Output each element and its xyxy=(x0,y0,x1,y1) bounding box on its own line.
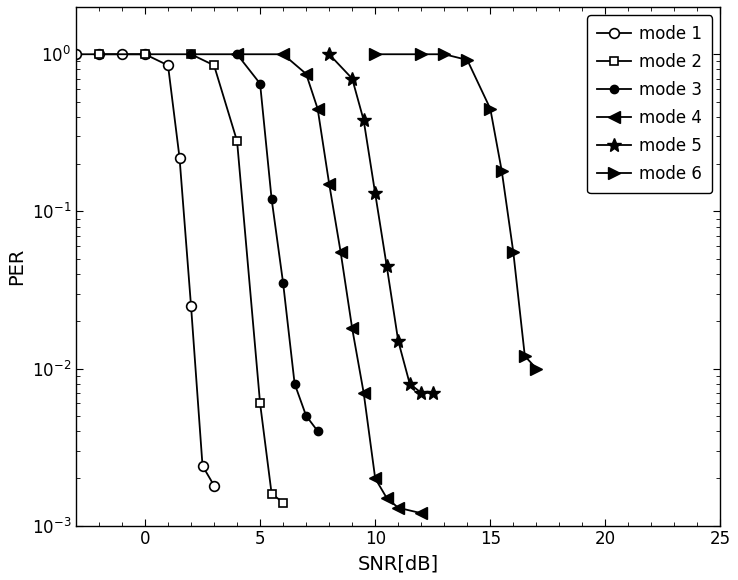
Line: mode 2: mode 2 xyxy=(94,50,287,507)
mode 5 xyxy=(417,389,426,396)
mode 1 xyxy=(187,303,196,310)
mode 2 xyxy=(210,62,218,69)
X-axis label: SNR[dB]: SNR[dB] xyxy=(358,554,439,573)
mode 2 xyxy=(232,137,241,144)
mode 4 xyxy=(325,180,334,187)
mode 5 xyxy=(394,338,403,345)
mode 1 xyxy=(198,462,207,469)
mode 3 xyxy=(187,51,196,58)
mode 3 xyxy=(232,51,241,58)
Line: mode 5: mode 5 xyxy=(323,48,440,400)
mode 4 xyxy=(370,475,379,482)
mode 5 xyxy=(359,117,368,124)
Line: mode 4: mode 4 xyxy=(232,49,427,519)
Line: mode 1: mode 1 xyxy=(71,49,219,490)
Y-axis label: PER: PER xyxy=(7,248,26,285)
Line: mode 6: mode 6 xyxy=(370,49,542,374)
mode 3 xyxy=(279,280,288,287)
mode 2 xyxy=(255,400,264,407)
mode 5 xyxy=(382,262,391,269)
mode 5 xyxy=(348,75,356,82)
mode 6 xyxy=(370,51,379,58)
mode 1 xyxy=(94,51,103,58)
mode 4 xyxy=(394,504,403,511)
mode 4 xyxy=(359,389,368,396)
mode 5 xyxy=(325,51,334,58)
mode 2 xyxy=(140,51,149,58)
mode 4 xyxy=(417,510,426,517)
mode 2 xyxy=(187,51,196,58)
Line: mode 3: mode 3 xyxy=(187,50,322,435)
mode 2 xyxy=(279,499,288,506)
mode 1 xyxy=(175,154,184,161)
mode 6 xyxy=(417,51,426,58)
mode 3 xyxy=(267,195,276,202)
mode 1 xyxy=(164,62,173,69)
mode 6 xyxy=(509,249,518,256)
mode 5 xyxy=(405,380,414,387)
mode 1 xyxy=(210,482,218,489)
mode 3 xyxy=(290,380,299,387)
mode 5 xyxy=(428,389,437,396)
mode 4 xyxy=(232,51,241,58)
mode 2 xyxy=(267,490,276,497)
mode 4 xyxy=(302,70,311,77)
mode 6 xyxy=(486,105,494,112)
mode 6 xyxy=(440,51,449,58)
Legend: mode 1, mode 2, mode 3, mode 4, mode 5, mode 6: mode 1, mode 2, mode 3, mode 4, mode 5, … xyxy=(587,15,712,193)
mode 6 xyxy=(497,168,506,175)
mode 4 xyxy=(348,325,356,332)
mode 4 xyxy=(313,105,322,112)
mode 5 xyxy=(370,190,379,197)
mode 1 xyxy=(72,51,80,58)
mode 1 xyxy=(117,51,126,58)
mode 1 xyxy=(140,51,149,58)
mode 6 xyxy=(532,365,541,372)
mode 2 xyxy=(94,51,103,58)
mode 4 xyxy=(279,51,288,58)
mode 3 xyxy=(302,412,311,419)
mode 6 xyxy=(520,353,529,360)
mode 6 xyxy=(463,56,472,63)
mode 3 xyxy=(313,427,322,434)
mode 3 xyxy=(255,80,264,87)
mode 4 xyxy=(382,495,391,502)
mode 4 xyxy=(337,249,345,256)
